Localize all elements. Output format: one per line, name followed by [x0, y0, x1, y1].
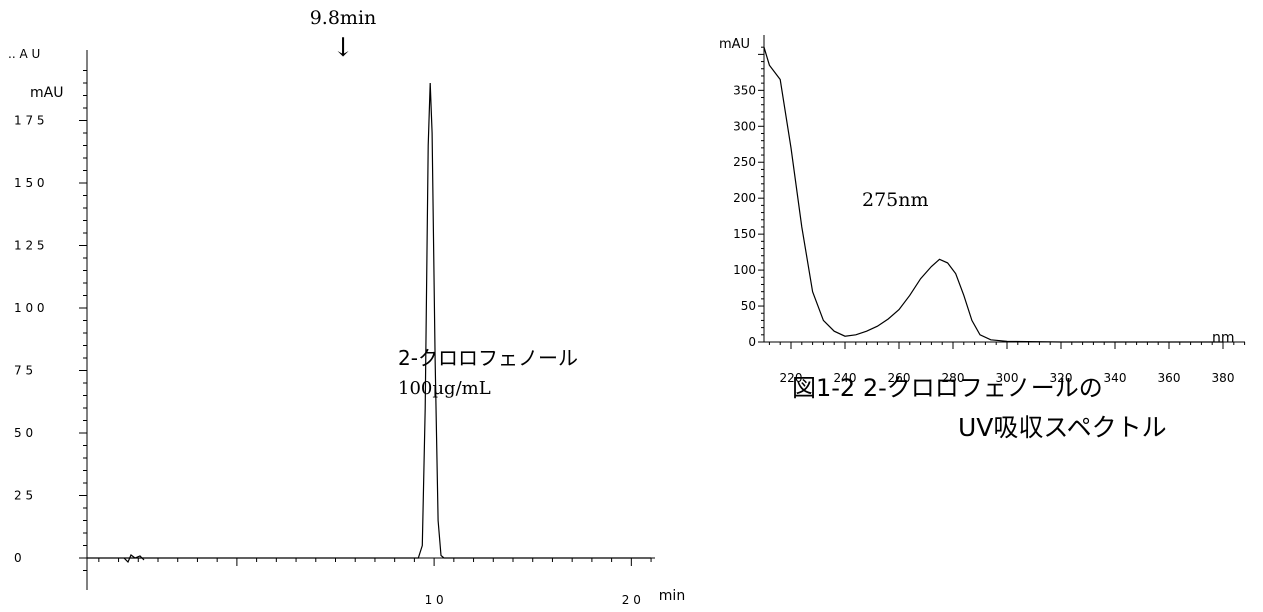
spectrum-ylabel: mAU: [719, 37, 750, 52]
spectrum-y-tick-label: 50: [741, 299, 756, 313]
spectrum-x-tick-label: 380: [1212, 371, 1235, 385]
retention-time-arrow: ↓: [332, 33, 354, 63]
chromatogram-ylabel-top: .. A U: [8, 47, 40, 61]
chromatogram-x-tick-label: 1 0: [425, 593, 444, 607]
concentration-label: 100µg/mL: [398, 378, 491, 399]
spectrum-x-tick-label: 220: [780, 371, 803, 385]
figure-caption-line2: UV吸収スペクトル: [958, 413, 1167, 442]
spectrum-y-tick-label: 150: [733, 227, 756, 241]
spectrum-y-tick-label: 0: [748, 335, 756, 349]
spectrum-y-tick-label: 250: [733, 155, 756, 169]
chromatogram-chart: .. A U mAU min 9.8min ↓ 2-クロロフェノール 100µg…: [8, 7, 685, 607]
spectrum-y-tick-label: 200: [733, 191, 756, 205]
chromatogram-xlabel: min: [659, 588, 685, 604]
spectrum-x-tick-label: 340: [1104, 371, 1127, 385]
chromatogram-y-tick-label: 7 5: [14, 364, 33, 378]
spectrum-x-tick-label: 240: [834, 371, 857, 385]
chromatogram-y-tick-label: 0: [14, 551, 22, 565]
spectrum-x-tick-label: 320: [1050, 371, 1073, 385]
chromatogram-trace: [87, 82, 652, 559]
spectrum-y-tick-label: 100: [733, 263, 756, 277]
compound-name-label: 2-クロロフェノール: [398, 346, 578, 370]
chromatogram-ylabel: mAU: [30, 85, 63, 101]
spectrum-x-tick-label: 360: [1158, 371, 1181, 385]
spectrum-x-tick-label: 280: [942, 371, 965, 385]
chromatogram-y-tick-label: 1 5 0: [14, 176, 45, 190]
baseline-artifact: [123, 554, 145, 564]
chromatogram-y-tick-label: 5 0: [14, 426, 33, 440]
chromatogram-y-tick-label: 1 2 5: [14, 239, 45, 253]
spectrum-x-tick-label: 260: [888, 371, 911, 385]
chromatogram-y-tick-label: 1 0 0: [14, 301, 45, 315]
figure-caption-line1: 図1-2 2-クロロフェノールの: [792, 374, 1103, 402]
spectrum-y-tick-label: 350: [733, 83, 756, 97]
chromatogram-y-tick-label: 2 5: [14, 489, 33, 503]
spectrum-trace: [763, 47, 1223, 343]
peak-wavelength-label: 275nm: [862, 189, 929, 211]
spectrum-x-tick-label: 300: [996, 371, 1019, 385]
chromatogram-x-tick-label: 2 0: [622, 593, 641, 607]
chromatogram-y-tick-label: 1 7 5: [14, 114, 45, 128]
retention-time-label: 9.8min: [310, 7, 377, 29]
uv-spectrum-chart: mAU nm 275nm 図1-2 2-クロロフェノールの UV吸収スペクトル …: [719, 35, 1246, 442]
spectrum-y-tick-label: 300: [733, 119, 756, 133]
